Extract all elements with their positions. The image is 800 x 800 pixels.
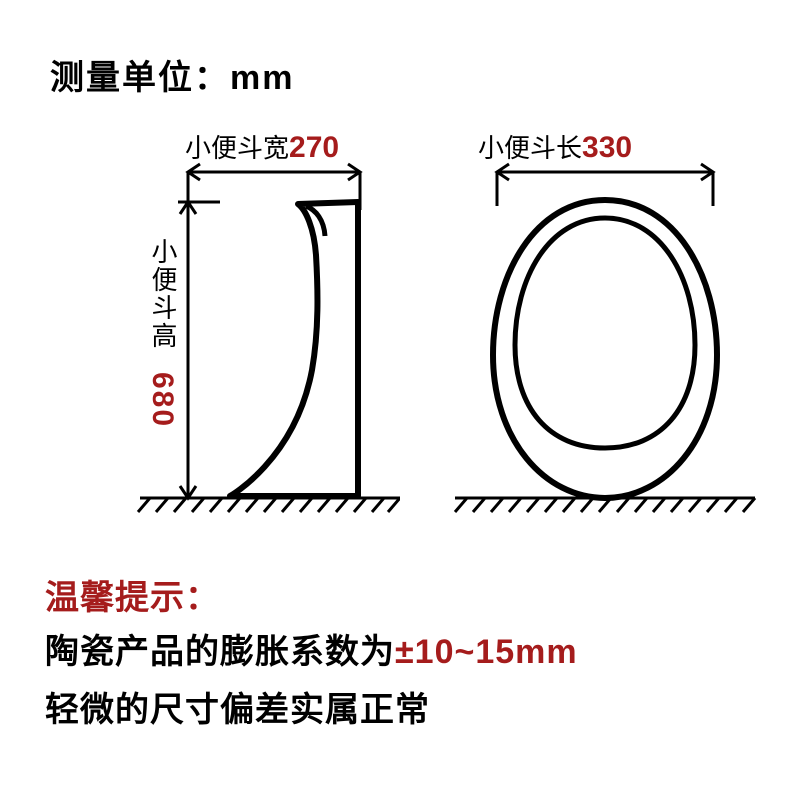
- note-line-2: 轻微的尺寸偏差实属正常: [45, 687, 755, 735]
- front-length-label: 小便斗长: [478, 133, 582, 163]
- note-tolerance: ±10~15mm: [395, 633, 578, 671]
- urinal-side-outline: [230, 202, 358, 496]
- urinal-front-inner: [515, 218, 695, 448]
- note-line-1: 陶瓷产品的膨胀系数为±10~15mm: [45, 629, 755, 677]
- urinal-front-outer: [493, 200, 717, 498]
- note-line-1a: 陶瓷产品的膨胀系数为: [45, 633, 395, 671]
- side-view-diagram: [100, 160, 400, 540]
- note-block: 温馨提示： 陶瓷产品的膨胀系数为±10~15mm 轻微的尺寸偏差实属正常: [45, 570, 755, 734]
- note-title: 温馨提示：: [45, 570, 755, 619]
- side-width-label: 小便斗宽: [185, 133, 289, 163]
- side-height-dimension: [178, 202, 220, 498]
- front-view-diagram: [445, 160, 765, 540]
- side-ground: [138, 498, 400, 512]
- unit-title: 测量单位：mm: [50, 50, 294, 99]
